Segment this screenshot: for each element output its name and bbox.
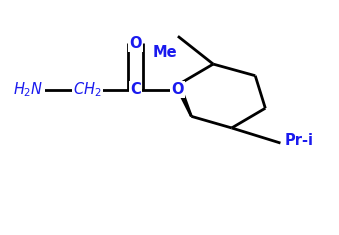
Text: C: C bbox=[131, 82, 141, 97]
Text: $CH_2$: $CH_2$ bbox=[73, 80, 101, 99]
Text: Me: Me bbox=[152, 45, 177, 60]
Text: $H_2N$: $H_2N$ bbox=[13, 80, 43, 99]
Text: O: O bbox=[129, 36, 142, 51]
Text: Pr-i: Pr-i bbox=[284, 133, 314, 148]
Text: O: O bbox=[172, 82, 184, 97]
